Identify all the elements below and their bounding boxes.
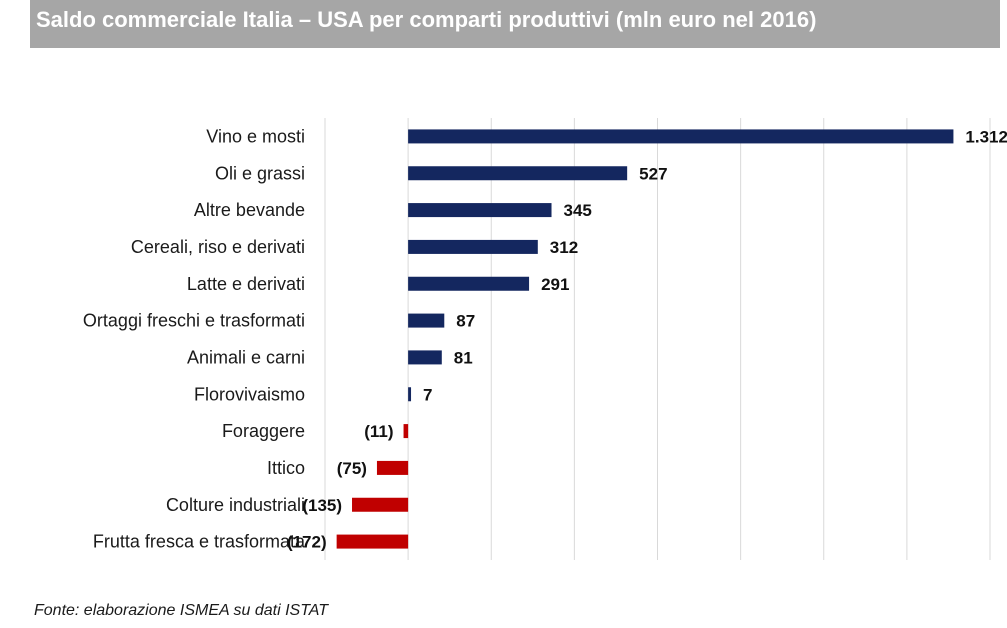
category-label: Florovivaismo xyxy=(194,384,305,404)
category-label: Latte e derivati xyxy=(187,274,305,294)
bar xyxy=(408,276,530,291)
category-label: Vino e mosti xyxy=(206,126,305,146)
category-label: Oli e grassi xyxy=(215,163,305,183)
value-labels: 1.312 527 345 312 291 87 81 7 (11) (75) (135) (172) xyxy=(287,127,1007,551)
value-label: 81 xyxy=(454,348,473,367)
value-label: (11) xyxy=(364,422,393,441)
chart-title-banner: Saldo commerciale Italia – USA per compa… xyxy=(30,0,1000,48)
source-note: Fonte: elaborazione ISMEA su dati ISTAT xyxy=(34,602,329,619)
category-labels: Vino e mosti Oli e grassi Altre bevande Cer… xyxy=(83,126,306,551)
value-label: 7 xyxy=(423,385,432,404)
category-label: Animali e carni xyxy=(187,347,305,367)
bar xyxy=(408,203,552,218)
bar xyxy=(408,313,445,328)
category-label: Altre bevande xyxy=(194,200,305,220)
bar xyxy=(336,534,409,549)
category-label: Colture industriali xyxy=(166,495,305,515)
bar xyxy=(352,497,409,512)
category-label: Ortaggi freschi e trasformati xyxy=(83,311,305,331)
value-label: 527 xyxy=(639,164,667,183)
category-label: Ittico xyxy=(267,458,305,478)
value-label: (75) xyxy=(337,459,367,478)
category-label: Cereali, riso e derivati xyxy=(131,237,305,257)
category-label: Frutta fresca e trasformata xyxy=(93,532,306,552)
value-label: 312 xyxy=(550,238,578,257)
bar xyxy=(376,460,409,475)
category-label: Foraggere xyxy=(222,421,305,441)
value-label: 291 xyxy=(541,275,569,294)
value-label: 87 xyxy=(456,312,475,331)
value-label: (172) xyxy=(287,533,327,552)
bar xyxy=(408,239,538,254)
bar xyxy=(408,350,442,365)
gridlines xyxy=(324,118,991,560)
value-label: 345 xyxy=(564,201,592,220)
bar xyxy=(408,129,954,144)
bar xyxy=(408,387,412,402)
bar xyxy=(408,166,628,181)
bars-group xyxy=(336,129,954,549)
bar xyxy=(403,424,409,439)
value-label: 1.312 xyxy=(965,127,1007,146)
value-label: (135) xyxy=(302,496,342,515)
chart-title: Saldo commerciale Italia – USA per compa… xyxy=(36,7,817,32)
